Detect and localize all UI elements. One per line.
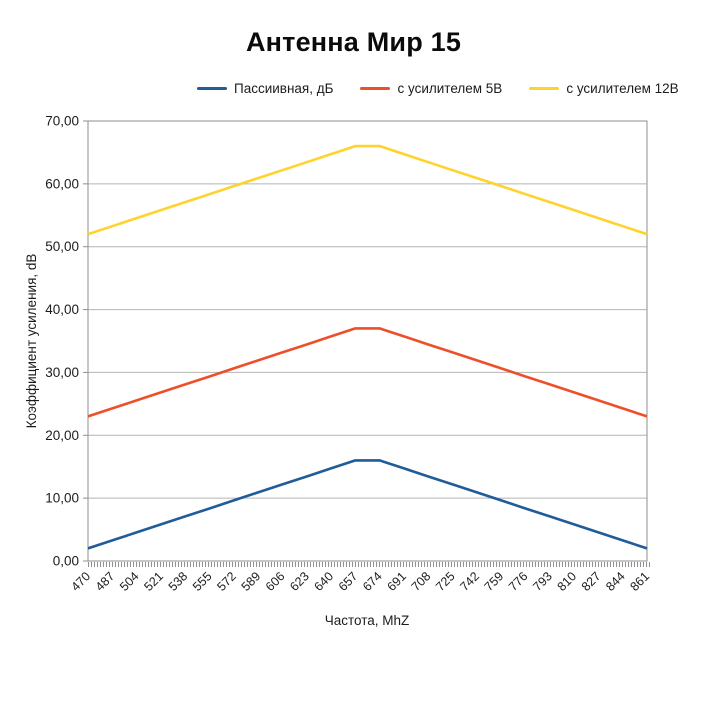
series-lines	[87, 144, 648, 550]
x-tick-label: 793	[530, 569, 555, 594]
series-line-amp12v	[87, 144, 648, 236]
x-tick-label: 572	[214, 569, 239, 594]
x-tick-label: 861	[627, 569, 652, 594]
x-axis-title: Частота, MhZ	[325, 613, 410, 628]
x-tick-label: 623	[287, 569, 312, 594]
gridlines	[88, 120, 647, 562]
x-tick-label: 674	[360, 569, 385, 594]
x-tick-labels: 470 487 504 521 538 555 572 589 606 623 640 657 674 6…	[68, 569, 652, 594]
x-tick-label: 606	[263, 569, 288, 594]
x-tick-label: 589	[239, 569, 264, 594]
x-tick-label: 742	[457, 569, 482, 594]
y-tick-label: 50,00	[45, 239, 79, 254]
x-tick-label: 725	[433, 569, 458, 594]
x-tick-label: 538	[166, 569, 191, 594]
legend-label-passive: Пассиивная, дБ	[234, 81, 334, 96]
legend-item-amp12v: с усилителем 12В	[529, 81, 679, 96]
x-tick-label: 521	[141, 569, 166, 594]
x-axis-minor-ticks	[88, 562, 650, 567]
x-tick-label: 657	[336, 569, 361, 594]
x-tick-label: 776	[506, 569, 531, 594]
axes	[83, 120, 648, 562]
y-tick-label: 0,00	[53, 554, 79, 569]
y-tick-label: 60,00	[45, 176, 79, 191]
x-tick-label: 759	[482, 569, 507, 594]
y-tick-label: 10,00	[45, 491, 79, 506]
chart-title: Антенна Мир 15	[245, 27, 462, 57]
x-tick-label: 810	[555, 569, 580, 594]
x-tick-label: 487	[93, 569, 118, 594]
legend-item-amp5v: с усилителем 5В	[360, 81, 502, 96]
y-tick-label: 40,00	[45, 302, 79, 317]
legend-label-amp12v: с усилителем 12В	[566, 81, 679, 96]
y-tick-label: 30,00	[45, 365, 79, 380]
legend-line-swatch-amp5v	[360, 87, 391, 90]
legend-item-passive: Пассиивная, дБ	[197, 81, 333, 96]
x-tick-label: 470	[68, 569, 93, 594]
legend-label-amp5v: с усилителем 5В	[397, 81, 503, 96]
chart-legend: Пассиивная, дБ с усилителем 5В с усилите…	[197, 81, 679, 96]
x-tick-label: 844	[603, 569, 628, 594]
series-line-passive	[87, 459, 648, 550]
x-tick-label: 640	[312, 569, 337, 594]
legend-line-swatch-passive	[197, 87, 227, 90]
plot-border	[87, 120, 648, 562]
legend-line-swatch-amp12v	[529, 87, 560, 90]
x-tick-label: 555	[190, 569, 215, 594]
x-tick-label: 708	[409, 569, 434, 594]
x-tick-label: 504	[117, 569, 142, 594]
y-tick-label: 70,00	[45, 114, 79, 129]
y-tick-labels: 0,00 10,00 20,00 30,00 40,00 50,00 60,00 70,00	[45, 114, 79, 569]
x-tick-label: 827	[579, 569, 604, 594]
y-axis-title: Коэффициент усиления, dB	[24, 254, 39, 429]
series-line-amp5v	[87, 327, 648, 418]
x-tick-label: 691	[384, 569, 409, 594]
y-tick-label: 20,00	[45, 428, 79, 443]
